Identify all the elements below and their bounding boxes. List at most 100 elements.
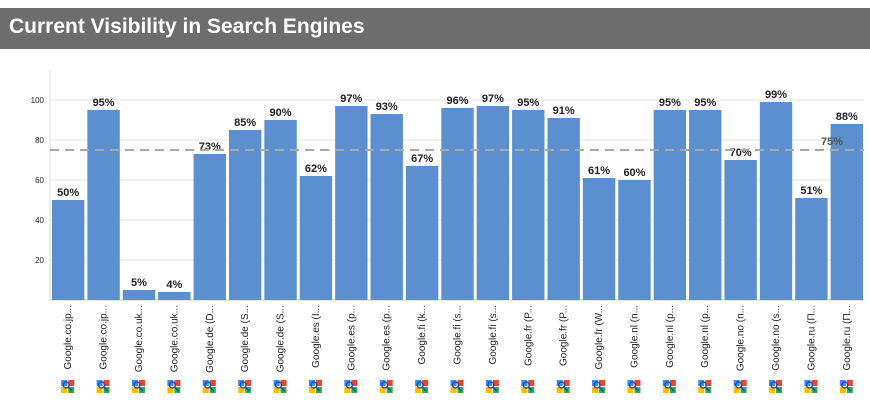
x-tick-label: Google.es (p... (346, 305, 357, 371)
data-label: 73% (199, 141, 221, 153)
data-label: 88% (836, 111, 858, 123)
google-search-icon (521, 380, 535, 393)
bar (547, 118, 580, 300)
chart-header: Current Visibility in Search Engines (0, 8, 870, 49)
x-tick-label: Google.nl (p... (700, 305, 711, 368)
bar (264, 120, 297, 300)
google-search-icon (662, 380, 676, 393)
bar (405, 166, 439, 300)
google-search-icon (769, 380, 783, 393)
bar (335, 106, 368, 300)
data-label: 70% (730, 147, 752, 159)
bar (582, 178, 616, 300)
y-tick-label: 60 (35, 176, 44, 185)
bar (370, 114, 403, 300)
data-label: 95% (517, 97, 539, 109)
bar (228, 130, 262, 300)
bar (512, 110, 545, 300)
google-search-icon (804, 380, 818, 393)
data-label: 95% (659, 97, 681, 109)
data-label: 60% (623, 167, 645, 179)
google-search-icon (415, 380, 429, 393)
google-search-icon (485, 380, 499, 393)
bar (689, 110, 722, 300)
y-tick-label: 80 (35, 136, 44, 145)
x-tick-label: Google.co.uk... (169, 305, 180, 372)
google-search-icon (627, 380, 641, 393)
google-search-icon (273, 380, 287, 393)
bar (441, 108, 474, 300)
data-label: 99% (765, 89, 787, 101)
google-search-icon (238, 380, 252, 393)
google-search-icon (733, 380, 747, 393)
data-label: 61% (588, 165, 610, 177)
y-tick-label: 40 (35, 216, 44, 225)
data-label: 4% (166, 279, 182, 291)
x-tick-label: Google.de (D... (205, 305, 216, 373)
bar (52, 200, 85, 300)
bar (158, 292, 191, 300)
data-label: 93% (376, 101, 398, 113)
y-tick-label: 20 (35, 256, 44, 265)
bar (476, 106, 510, 300)
x-tick-label: Google.es (p... (382, 305, 393, 371)
x-tick-label: Google.fr (P... (559, 305, 570, 366)
bar (759, 102, 793, 300)
x-tick-label: Google.nl (p... (665, 305, 676, 368)
data-label: 51% (800, 185, 822, 197)
google-search-icon (450, 380, 464, 393)
google-search-icon (592, 380, 606, 393)
bar (87, 110, 120, 300)
x-tick-label: Google.es (I... (311, 305, 322, 368)
x-tick-label: Google.fi (s... (453, 305, 464, 364)
bar (653, 110, 687, 300)
data-label: 62% (305, 163, 327, 175)
bar (122, 290, 156, 300)
data-label: 50% (57, 187, 79, 199)
google-search-icon (61, 380, 75, 393)
google-search-icon (344, 380, 358, 393)
data-label: 91% (553, 105, 575, 117)
google-search-icon (379, 380, 393, 393)
x-tick-label: Google.fr (W... (594, 305, 605, 369)
x-tick-label: Google.de (S... (276, 305, 287, 372)
x-tick-label: Google.no (n... (736, 305, 747, 371)
data-label: 95% (694, 97, 716, 109)
google-search-icon (202, 380, 216, 393)
data-label: 97% (482, 93, 504, 105)
x-tick-label: Google.co.uk... (134, 305, 145, 372)
bar (618, 180, 651, 300)
data-label: 96% (446, 95, 468, 107)
data-label: 95% (93, 97, 115, 109)
reference-line-label: 75% (821, 136, 843, 148)
x-tick-label: Google.fi (s... (488, 305, 499, 364)
x-tick-label: Google.de (S... (240, 305, 251, 372)
google-search-icon (167, 380, 181, 393)
bar (724, 160, 757, 300)
google-search-icon (698, 380, 712, 393)
data-label: 90% (270, 107, 292, 119)
data-label: 67% (411, 153, 433, 165)
google-search-icon (839, 380, 853, 393)
x-tick-label: Google.ru (П... (806, 305, 817, 371)
bar (795, 198, 828, 300)
data-label: 5% (131, 277, 147, 289)
page-title: Current Visibility in Search Engines (9, 15, 365, 38)
bar (830, 124, 863, 300)
x-tick-label: Google.nl (n... (629, 305, 640, 368)
bar (299, 176, 333, 300)
data-label: 97% (340, 93, 362, 105)
google-search-icon (96, 380, 110, 393)
x-tick-label: Google.ru (П... (842, 305, 853, 371)
google-search-icon (556, 380, 570, 393)
x-tick-label: Google.no (s... (771, 305, 782, 371)
y-tick-label: 100 (31, 96, 45, 105)
x-tick-label: Google.fr (P... (523, 305, 534, 366)
bar (193, 154, 226, 300)
data-label: 85% (234, 117, 256, 129)
google-search-icon (131, 380, 145, 393)
x-tick-label: Google.co.jp... (63, 305, 74, 369)
google-search-icon (308, 380, 322, 393)
x-tick-label: Google.fi (k... (417, 305, 428, 364)
